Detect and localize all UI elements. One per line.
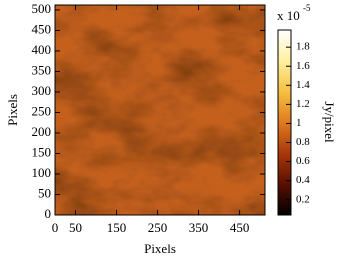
y-tick-label: 300 xyxy=(32,83,52,98)
y-tick-label: 350 xyxy=(32,62,52,77)
y-tick-label: 100 xyxy=(32,165,52,180)
x-axis-label: Pixels xyxy=(144,241,176,256)
colorbar-tick-label: 1.2 xyxy=(296,98,310,110)
colorbar-tick-label: 0.8 xyxy=(296,136,310,148)
y-tick-label: 500 xyxy=(32,1,52,16)
colorbar-exponent: -5 xyxy=(303,3,311,13)
x-tick-label: 150 xyxy=(107,220,127,235)
colorbar-scale: x 10 xyxy=(277,8,300,23)
x-tick-label: 350 xyxy=(189,220,209,235)
colorbar-tick-label: 1.6 xyxy=(296,60,310,72)
x-tick-label: 0 xyxy=(52,220,59,235)
x-tick-label: 50 xyxy=(69,220,82,235)
y-tick-label: 450 xyxy=(32,21,52,36)
y-tick-label: 0 xyxy=(45,206,52,221)
y-axis-label: Pixels xyxy=(5,94,20,126)
plot-frame xyxy=(54,4,266,216)
colorbar-tick-label: 1.4 xyxy=(296,79,310,91)
colorbar-label: Jy/pixel xyxy=(322,101,337,143)
x-tick-label: 250 xyxy=(148,220,168,235)
heatmap-image xyxy=(55,5,265,215)
colorbar-tick-label: 0.4 xyxy=(296,174,310,186)
y-tick-label: 150 xyxy=(32,144,52,159)
y-tick-label: 400 xyxy=(32,42,52,57)
colorbar-tick-label: 1 xyxy=(296,117,302,129)
y-tick-label: 200 xyxy=(32,124,52,139)
x-tick-label: 450 xyxy=(230,220,250,235)
colorbar-tick-label: 1.8 xyxy=(296,41,310,53)
y-tick-label: 50 xyxy=(38,185,51,200)
colorbar-tick-label: 0.6 xyxy=(296,155,310,167)
y-tick-label: 250 xyxy=(32,103,52,118)
colorbar-tick-label: 0.2 xyxy=(296,193,310,205)
colorbar xyxy=(277,29,292,216)
